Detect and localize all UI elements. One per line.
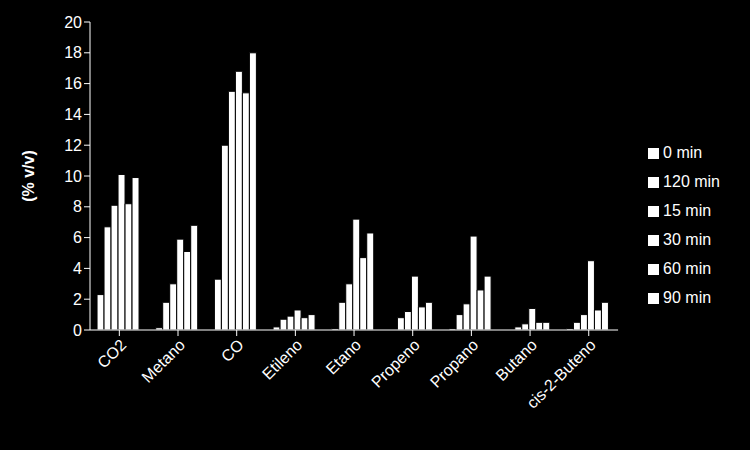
svg-text:cis-2-Buteno: cis-2-Buteno [523, 336, 599, 412]
svg-text:Propano: Propano [427, 336, 482, 391]
html-text:0 min: 0 min [663, 144, 703, 161]
html-text:60 min: 60 min [663, 260, 712, 277]
svg-text:2: 2 [73, 291, 82, 308]
svg-text:20: 20 [64, 14, 82, 31]
svg-text:6: 6 [73, 229, 82, 246]
svg-text:10: 10 [64, 168, 82, 185]
svg-text:18: 18 [64, 44, 82, 61]
svg-text:Etano: Etano [323, 336, 365, 378]
svg-text:16: 16 [64, 75, 82, 92]
html-text:15 min: 15 min [663, 202, 712, 219]
html-text:120 min: 120 min [663, 173, 720, 190]
svg-text:8: 8 [73, 198, 82, 215]
svg-text:CO: CO [218, 336, 247, 365]
svg-text:(% v/v): (% v/v) [20, 150, 37, 202]
svg-text:14: 14 [64, 106, 82, 123]
svg-text:CO2: CO2 [94, 336, 129, 371]
html-text:90 min: 90 min [663, 289, 712, 306]
svg-text:Metano: Metano [138, 336, 188, 386]
svg-text:0: 0 [73, 322, 82, 339]
svg-text:4: 4 [73, 260, 82, 277]
svg-text:Propeno: Propeno [368, 336, 423, 391]
svg-text:Butano: Butano [492, 336, 540, 384]
svg-text:Etileno: Etileno [259, 336, 306, 383]
html-text:30 min: 30 min [663, 231, 712, 248]
svg-text:12: 12 [64, 137, 82, 154]
